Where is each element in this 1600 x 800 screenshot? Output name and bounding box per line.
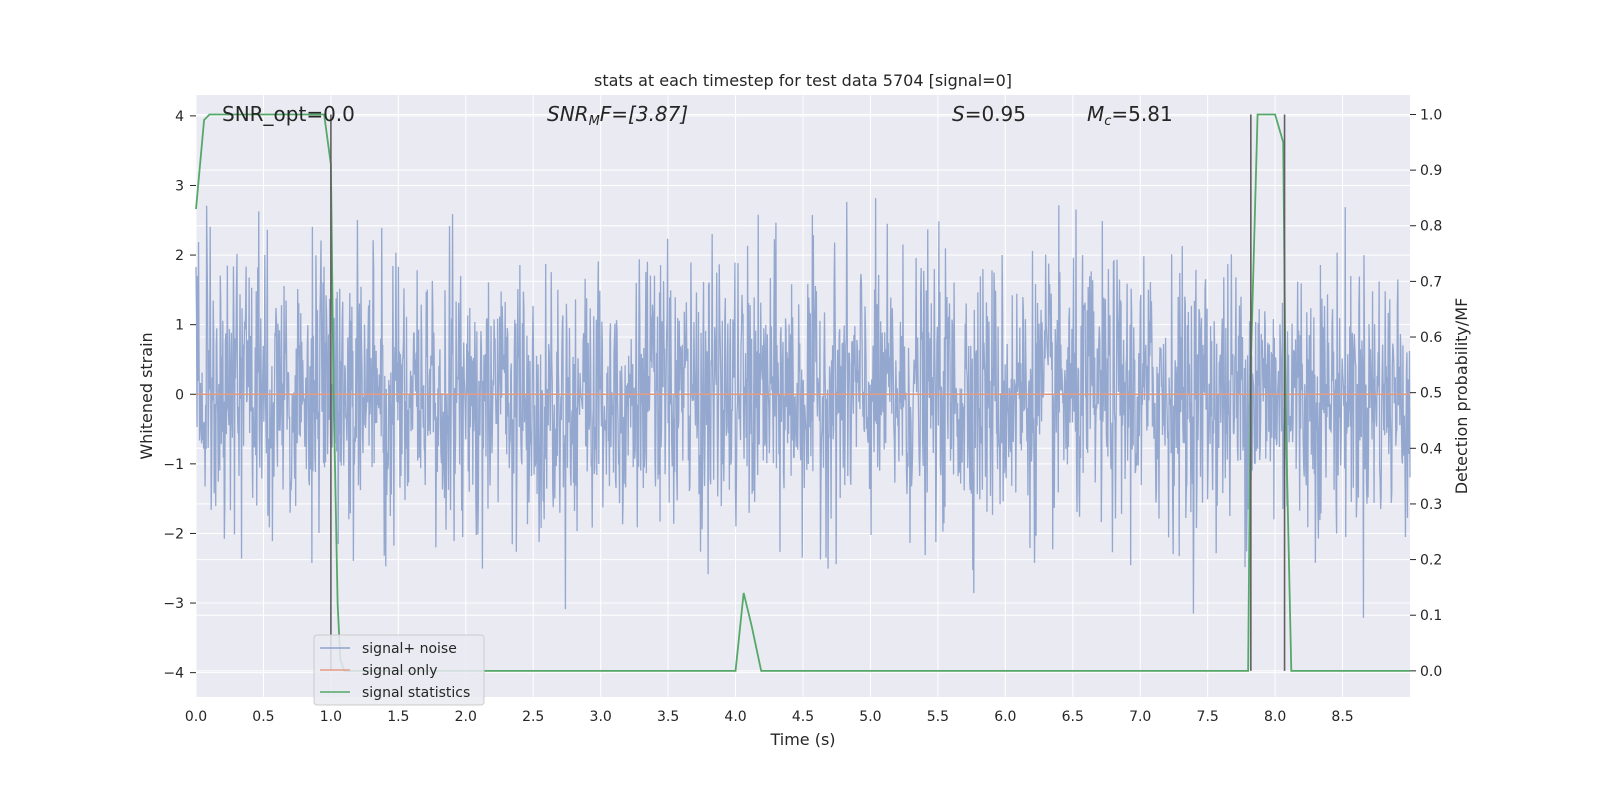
annotation-s-var: S: [952, 102, 965, 126]
x-axis-label: Time (s): [769, 730, 835, 749]
legend-box: [313, 634, 485, 706]
x-tick-label: 7.0: [1129, 709, 1151, 725]
y-tick-label-right: 0.2: [1420, 553, 1442, 569]
x-tick-label: 6.0: [994, 709, 1016, 725]
y-tick-label-right: 0.4: [1420, 441, 1442, 457]
y-tick-label-right: 0.8: [1420, 219, 1442, 235]
y-tick-label-right: 0.9: [1420, 163, 1442, 179]
x-tick-label: 3.0: [590, 709, 612, 725]
x-tick-label: 2.5: [522, 709, 544, 725]
legend: signal+ noise signal only signal statist…: [313, 634, 485, 706]
series-signal-plus-noise: [195, 198, 1411, 618]
x-tick-label: 2.0: [455, 709, 477, 725]
annotation-snr-mf-suffix: F=[3.87]: [600, 102, 688, 126]
y-tick-label-left: −1: [163, 457, 184, 473]
y-axis-label-left: Whitened strain: [137, 332, 156, 459]
signal-plus-noise-line: [195, 198, 1411, 618]
x-tick-label: 8.0: [1264, 709, 1286, 725]
x-tick-label: 5.5: [927, 709, 949, 725]
x-tick-label: 1.5: [387, 709, 409, 725]
x-tick-label: 5.0: [859, 709, 881, 725]
detection-marker-lines: [330, 114, 1286, 671]
signal-statistics-line: [195, 113, 1410, 672]
y-tick-label-left: −4: [163, 666, 184, 682]
axis-ticks: 0.0 0.5 1.0 1.5 2.0 2.5 3.0 3.5 4.0 4.5 5.0 5.5 6.0 6…: [163, 107, 1442, 725]
y-tick-label-left: −2: [163, 526, 184, 542]
y-tick-label-right: 0.0: [1420, 664, 1442, 680]
annotation-s-value: =0.95: [965, 102, 1026, 126]
y-tick-label-right: 0.3: [1420, 497, 1442, 513]
y-tick-label-left: 0: [175, 387, 184, 403]
annotation-mc-var: M: [1087, 102, 1104, 126]
y-tick-label-left: −3: [163, 596, 184, 612]
annotation-s: S=0.95: [952, 102, 1026, 126]
y-axis-label-right: Detection probability/MF: [1452, 298, 1471, 495]
y-tick-label-left: 1: [175, 318, 184, 334]
legend-label-signal-statistics: signal statistics: [362, 685, 470, 701]
annotation-mc-value: =5.81: [1111, 102, 1172, 126]
x-tick-label: 3.5: [657, 709, 679, 725]
annotation-mc: Mc=5.81: [1087, 102, 1173, 129]
y-tick-label-right: 1.0: [1420, 107, 1442, 123]
y-tick-label-left: 3: [175, 178, 184, 194]
x-tick-label: 8.5: [1331, 709, 1353, 725]
legend-label-signal-only: signal only: [362, 663, 437, 679]
x-tick-label: 4.5: [792, 709, 814, 725]
y-tick-label-right: 0.6: [1420, 330, 1442, 346]
annotation-snr-mf: SNRMF=[3.87]: [547, 102, 688, 129]
annotation-snr-mf-prefix: SNR: [547, 102, 589, 126]
x-tick-label: 6.5: [1062, 709, 1084, 725]
annotation-snr-opt: SNR_opt=0.0: [222, 102, 355, 126]
y-tick-label-left: 2: [175, 248, 184, 264]
series-signal-statistics: [195, 113, 1410, 672]
x-tick-label: 0.5: [252, 709, 274, 725]
x-tick-label: 7.5: [1197, 709, 1219, 725]
x-tick-label: 0.0: [185, 709, 207, 725]
legend-label-signal-plus-noise: signal+ noise: [362, 641, 457, 657]
x-tick-label: 4.0: [724, 709, 746, 725]
annotation-mc-sub: c: [1104, 114, 1111, 129]
y-tick-label-right: 0.5: [1420, 386, 1442, 402]
x-tick-label: 1.0: [320, 709, 342, 725]
annotation-snr-mf-sub: M: [589, 114, 600, 129]
y-tick-label-right: 0.1: [1420, 608, 1442, 624]
y-tick-label-right: 0.7: [1420, 274, 1442, 290]
y-tick-label-left: 4: [175, 109, 184, 125]
chart-title: stats at each timestep for test data 570…: [594, 71, 1012, 90]
